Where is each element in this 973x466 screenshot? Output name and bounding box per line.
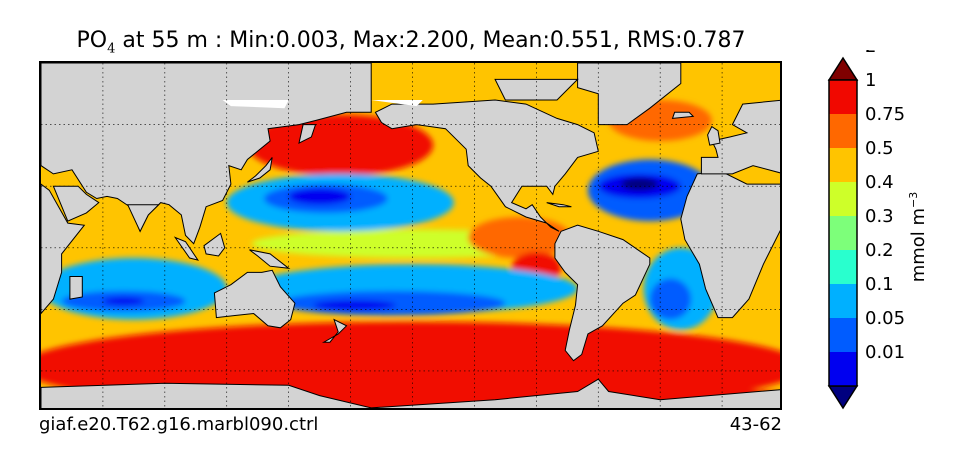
missing-data-patch bbox=[222, 100, 289, 109]
year-range: 43-62 bbox=[729, 414, 782, 435]
colorbar-tick-label: 0.2 bbox=[865, 240, 894, 261]
unit-exponent: −3 bbox=[907, 191, 920, 208]
south-atlantic-core bbox=[649, 278, 692, 320]
land-sumatra bbox=[173, 236, 200, 261]
colorbar-bin bbox=[829, 80, 857, 114]
missing-data-patch bbox=[371, 100, 423, 107]
colorbar-tick-label: 0.05 bbox=[865, 308, 905, 329]
land-japan bbox=[247, 157, 273, 183]
land-iceland bbox=[671, 111, 695, 119]
colorbar-frame bbox=[828, 79, 858, 387]
land-madagascar bbox=[69, 276, 83, 300]
north-pacific-high bbox=[247, 114, 434, 176]
land-borneo bbox=[203, 232, 226, 257]
colorbar-tick-label: 1 bbox=[865, 70, 876, 91]
land-antarctica bbox=[41, 378, 780, 408]
colorbar-tick-label: 0.1 bbox=[865, 274, 894, 295]
colorbar-extend-max bbox=[827, 56, 859, 81]
title-subscript: 4 bbox=[107, 41, 116, 57]
south-pacific-min bbox=[313, 300, 396, 311]
colorbar-tick-label: 0.5 bbox=[865, 138, 894, 159]
map-canvas bbox=[41, 63, 780, 408]
land-south-america bbox=[554, 224, 651, 362]
case-name: giaf.e20.T62.g16.marbl090.ctrl bbox=[39, 414, 319, 435]
land-greenland bbox=[577, 63, 682, 126]
colorbar-tick-label: 2 bbox=[865, 50, 876, 57]
map-plot-area bbox=[39, 61, 782, 410]
indian-ocean-min bbox=[102, 297, 145, 306]
colorbar-bin bbox=[829, 216, 857, 250]
land-australia bbox=[213, 269, 296, 329]
land-india-tip bbox=[126, 204, 160, 233]
land-britain bbox=[707, 125, 721, 146]
chart-title: PO4 at 55 m : Min:0.003, Max:2.200, Mean… bbox=[0, 28, 822, 56]
colorbar-extend-min bbox=[827, 385, 859, 410]
colorbar-bin bbox=[829, 352, 857, 386]
colorbar: 0.01 0.05 0.1 0.2 0.3 0.4 0.5 0.75 1 2 bbox=[827, 50, 905, 410]
land-north-america bbox=[374, 99, 599, 232]
colorbar-tick-label: 0.75 bbox=[865, 104, 905, 125]
land-africa bbox=[680, 171, 780, 319]
title-variable: PO bbox=[76, 28, 108, 53]
land-new-zealand bbox=[321, 318, 348, 343]
unit-base: mmol m bbox=[908, 207, 929, 283]
colorbar-bin bbox=[829, 114, 857, 148]
land-europe bbox=[700, 99, 780, 175]
sargasso-min bbox=[620, 177, 659, 191]
colorbar-bin bbox=[829, 250, 857, 284]
colorbar-bin bbox=[829, 284, 857, 318]
colorbar-bin bbox=[829, 148, 857, 182]
colorbar-tick-label: 0.01 bbox=[865, 342, 905, 363]
colorbar-tick-label: 0.4 bbox=[865, 172, 894, 193]
land-cuba bbox=[546, 202, 572, 208]
colorbar-unit-label: mmol m−3 bbox=[907, 192, 929, 283]
colorbar-bin bbox=[829, 318, 857, 352]
land-canadian-archipelago bbox=[494, 78, 579, 101]
land-africa-east bbox=[41, 183, 86, 315]
colorbar-tick-label: 0.3 bbox=[865, 206, 894, 227]
land-new-guinea bbox=[249, 249, 291, 269]
north-pacific-min bbox=[288, 188, 351, 205]
title-stats: at 55 m : Min:0.003, Max:2.200, Mean:0.5… bbox=[115, 28, 746, 53]
colorbar-bin bbox=[829, 182, 857, 216]
